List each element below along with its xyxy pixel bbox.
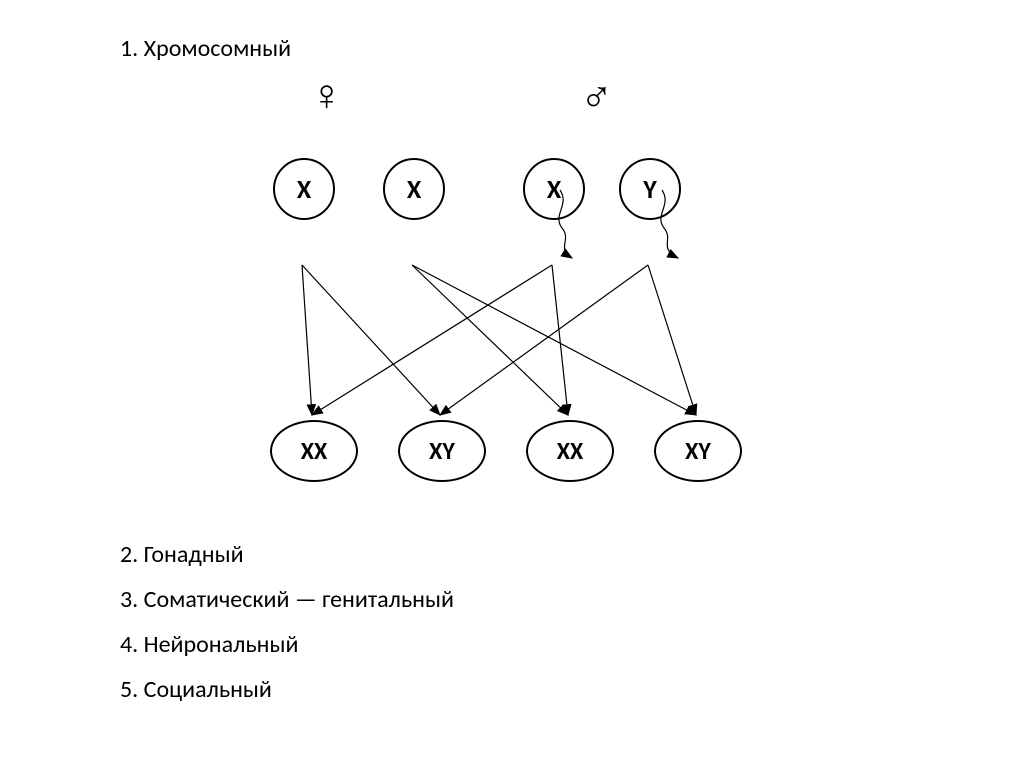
edge-t1-b2 [302,265,440,415]
edge-t4-b4 [648,265,696,415]
wavy-arrow-2 [661,190,678,258]
edge-t3-b1 [312,265,552,415]
wavy-arrow-1 [559,190,572,258]
diagram-container: { "list": { "item1": "1. Хромосомный", "… [0,0,1024,767]
arrows-svg [0,0,1024,767]
edge-t1-b1 [302,265,312,415]
